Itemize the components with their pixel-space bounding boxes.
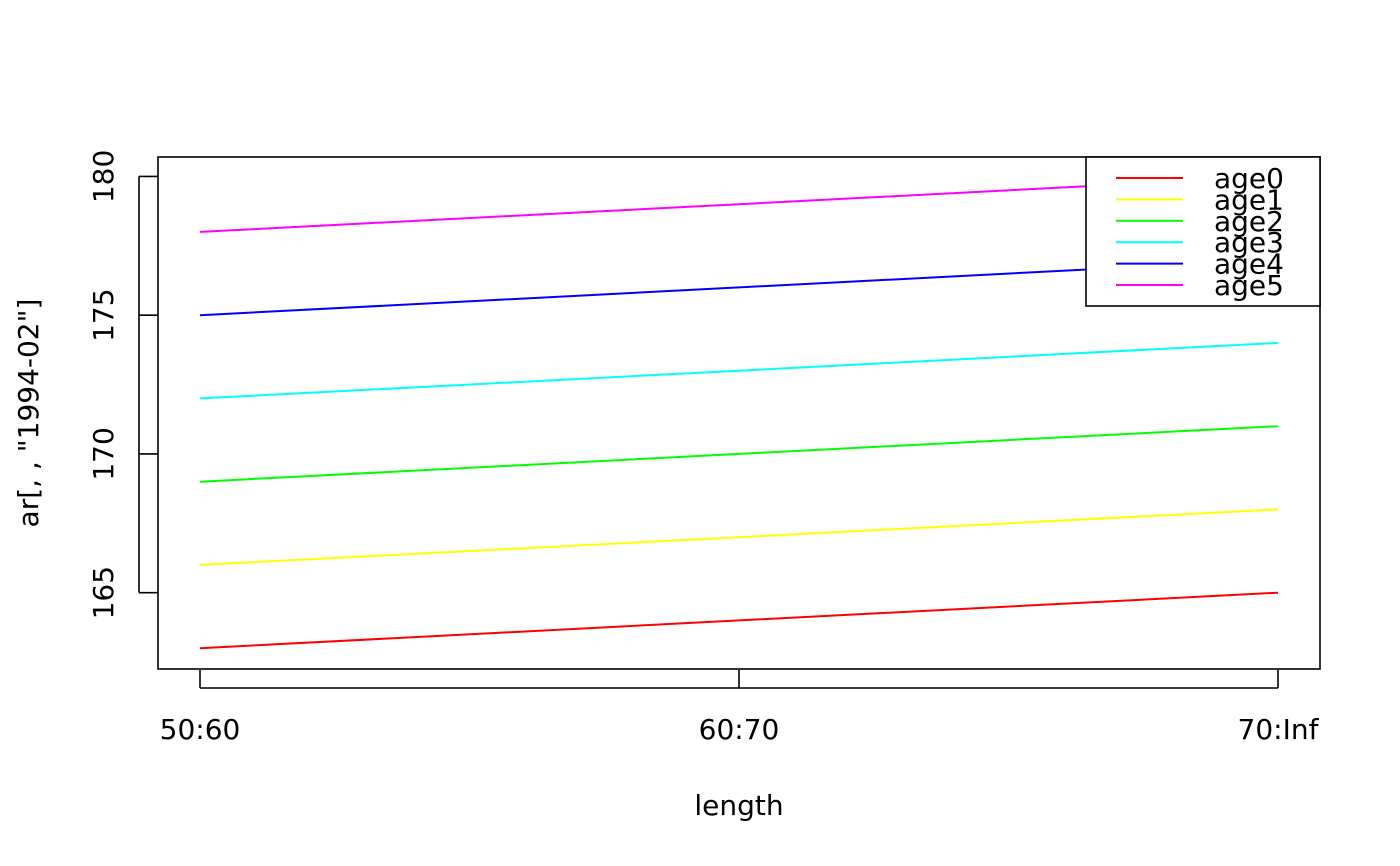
legend-label-age4: age4 bbox=[1214, 248, 1284, 281]
plot-frame bbox=[157, 156, 1321, 670]
legend-label-age1: age1 bbox=[1214, 183, 1284, 216]
y-tick-label-1: 170 bbox=[87, 427, 120, 480]
legend-box bbox=[1085, 156, 1321, 307]
x-tick-label-1: 60:70 bbox=[699, 713, 780, 746]
x-axis-title: length bbox=[694, 789, 783, 822]
series-line-age1 bbox=[199, 508, 1279, 566]
y-axis-title: ar[, , "1994-02"] bbox=[12, 299, 45, 528]
series-layer bbox=[199, 175, 1279, 650]
legend-label-age0: age0 bbox=[1214, 162, 1284, 195]
y-tick-label-2: 175 bbox=[87, 288, 120, 341]
x-tick-label-0: 50:60 bbox=[160, 713, 241, 746]
series-line-age3 bbox=[199, 341, 1279, 400]
legend-label-age5: age5 bbox=[1214, 269, 1284, 302]
y-tick-label-0: 165 bbox=[87, 566, 120, 619]
y-tick-label-3: 180 bbox=[87, 150, 120, 203]
axes-layer: 50:60 60:70 70:Inf length 165 170 175 180 ar[, ,… bbox=[12, 150, 1321, 822]
x-tick-label-2: 70:Inf bbox=[1238, 713, 1320, 746]
series-line-age2 bbox=[199, 425, 1279, 483]
legend-label-age2: age2 bbox=[1214, 205, 1284, 238]
series-line-age0 bbox=[199, 591, 1279, 650]
legend-label-age3: age3 bbox=[1214, 226, 1284, 259]
